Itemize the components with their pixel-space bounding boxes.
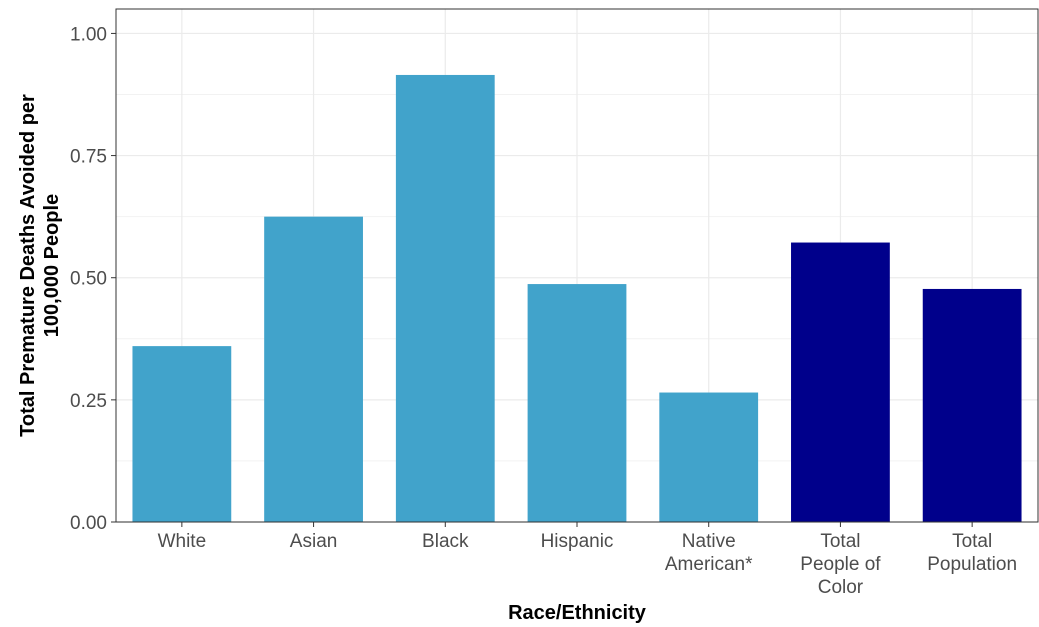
x-tick-label: Total People of Color bbox=[800, 531, 881, 598]
y-tick-label: 0.50 bbox=[70, 269, 107, 290]
bar bbox=[922, 288, 1022, 522]
y-axis-title: Total Premature Deaths Avoided per 100,00… bbox=[17, 94, 63, 437]
y-axis: 0.00 0.25 0.50 0.75 1.00 bbox=[70, 24, 116, 534]
bar bbox=[264, 216, 363, 522]
x-tick-label: Total Population bbox=[927, 531, 1017, 575]
y-tick-label: 0.00 bbox=[70, 513, 107, 534]
x-tick-label: Native American* bbox=[665, 531, 753, 575]
y-tick-label: 1.00 bbox=[70, 24, 107, 45]
x-tick-label: White bbox=[158, 531, 207, 552]
x-axis: White Asian Black Hispanic Native American* To… bbox=[158, 522, 1017, 598]
x-tick-label: Hispanic bbox=[541, 531, 614, 552]
x-tick-label: Asian bbox=[290, 531, 338, 552]
bars bbox=[132, 74, 1022, 522]
bar bbox=[527, 284, 627, 522]
y-tick-label: 0.75 bbox=[70, 147, 107, 168]
x-tick-label: Black bbox=[422, 531, 469, 552]
x-axis-title: Race/Ethnicity bbox=[508, 602, 647, 624]
bar bbox=[659, 392, 759, 522]
bar bbox=[132, 346, 232, 522]
y-tick-label: 0.25 bbox=[70, 391, 107, 412]
bar bbox=[395, 74, 495, 522]
bar bbox=[791, 242, 890, 522]
